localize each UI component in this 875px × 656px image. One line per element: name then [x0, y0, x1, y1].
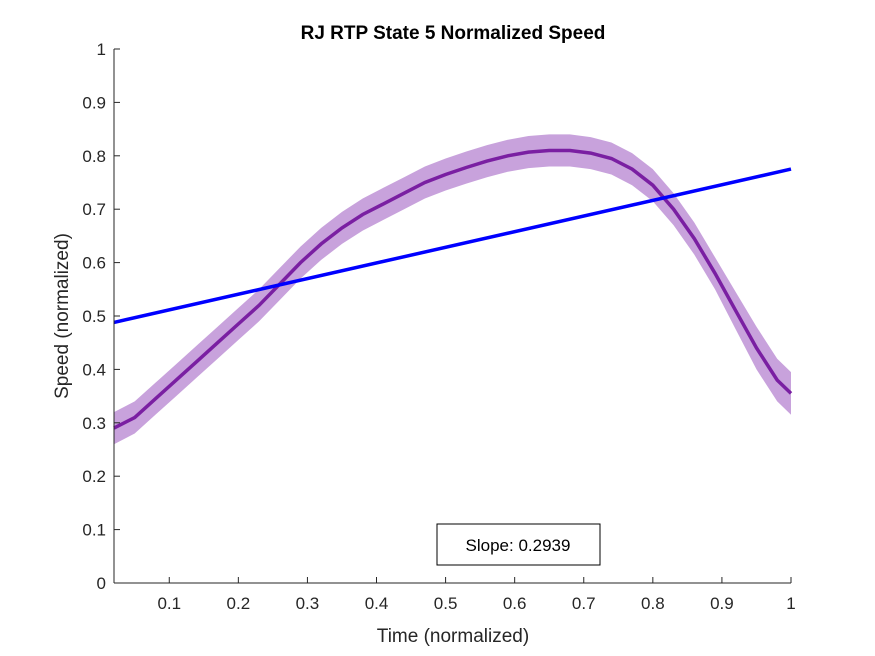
x-axis-label: Time (normalized) — [377, 626, 529, 647]
y-tick-label: 0 — [97, 574, 106, 593]
y-tick-label: 0.1 — [82, 521, 106, 540]
linear-fit-line — [113, 167, 792, 325]
y-tick-label: 0.5 — [82, 307, 106, 326]
x-tick-label: 0.8 — [641, 594, 665, 613]
y-tick-label: 0.9 — [82, 93, 106, 112]
axes: 0.1 0.2 0.3 0.4 0.5 0.6 0.7 0.8 0.9 1 0 0.1 0.2 0.3 0.… — [82, 40, 795, 613]
slope-annotation: Slope: 0.2939 — [436, 523, 601, 566]
x-tick-label: 1 — [786, 594, 795, 613]
y-tick-label: 0.3 — [82, 414, 106, 433]
chart-title: RJ RTP State 5 Normalized Speed — [301, 23, 606, 44]
y-tick-label: 0.6 — [82, 254, 106, 273]
x-tick-label: 0.4 — [365, 594, 389, 613]
y-axis-label: Speed (normalized) — [52, 233, 73, 399]
x-tick-label: 0.2 — [227, 594, 251, 613]
y-tick-label: 0.2 — [82, 467, 106, 486]
y-tick-label: 1 — [97, 40, 106, 59]
x-tick-label: 0.5 — [434, 594, 458, 613]
mean-speed-line — [113, 148, 793, 430]
x-tick-label: 0.1 — [157, 594, 181, 613]
x-tick-label: 0.9 — [710, 594, 734, 613]
y-tick-label: 0.4 — [82, 360, 106, 379]
x-tick-label: 0.3 — [296, 594, 320, 613]
y-tick-label: 0.7 — [82, 200, 106, 219]
slope-annotation-text: Slope: 0.2939 — [466, 536, 571, 555]
plot-area — [113, 134, 793, 445]
y-tick-label: 0.8 — [82, 147, 106, 166]
x-tick-label: 0.7 — [572, 594, 596, 613]
x-tick-label: 0.6 — [503, 594, 527, 613]
slope-annotation-box — [436, 523, 601, 566]
confidence-band — [114, 134, 791, 445]
